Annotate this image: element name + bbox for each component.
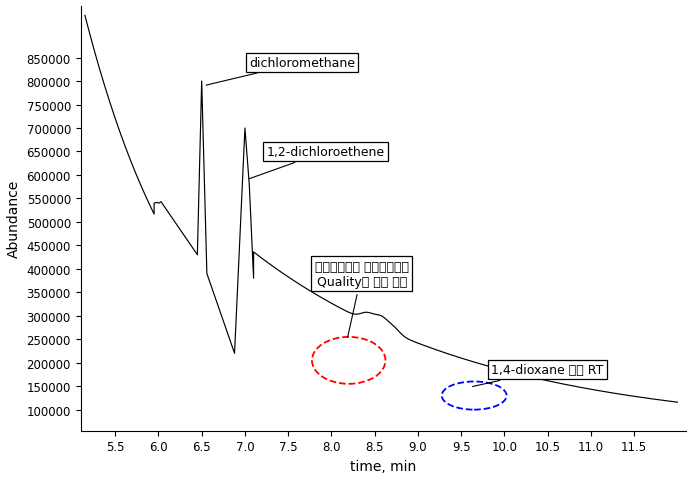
X-axis label: time, min: time, min [350, 459, 416, 473]
Text: 중간생성물로 판단하기에는
Quality가 매우 낙음: 중간생성물로 판단하기에는 Quality가 매우 낙음 [315, 260, 409, 338]
Y-axis label: Abundance: Abundance [7, 180, 21, 258]
Text: 1,2-dichloroethene: 1,2-dichloroethene [249, 145, 385, 180]
Text: 1,4-dioxane 검출 RT: 1,4-dioxane 검출 RT [473, 363, 604, 387]
Text: dichloromethane: dichloromethane [206, 57, 356, 86]
